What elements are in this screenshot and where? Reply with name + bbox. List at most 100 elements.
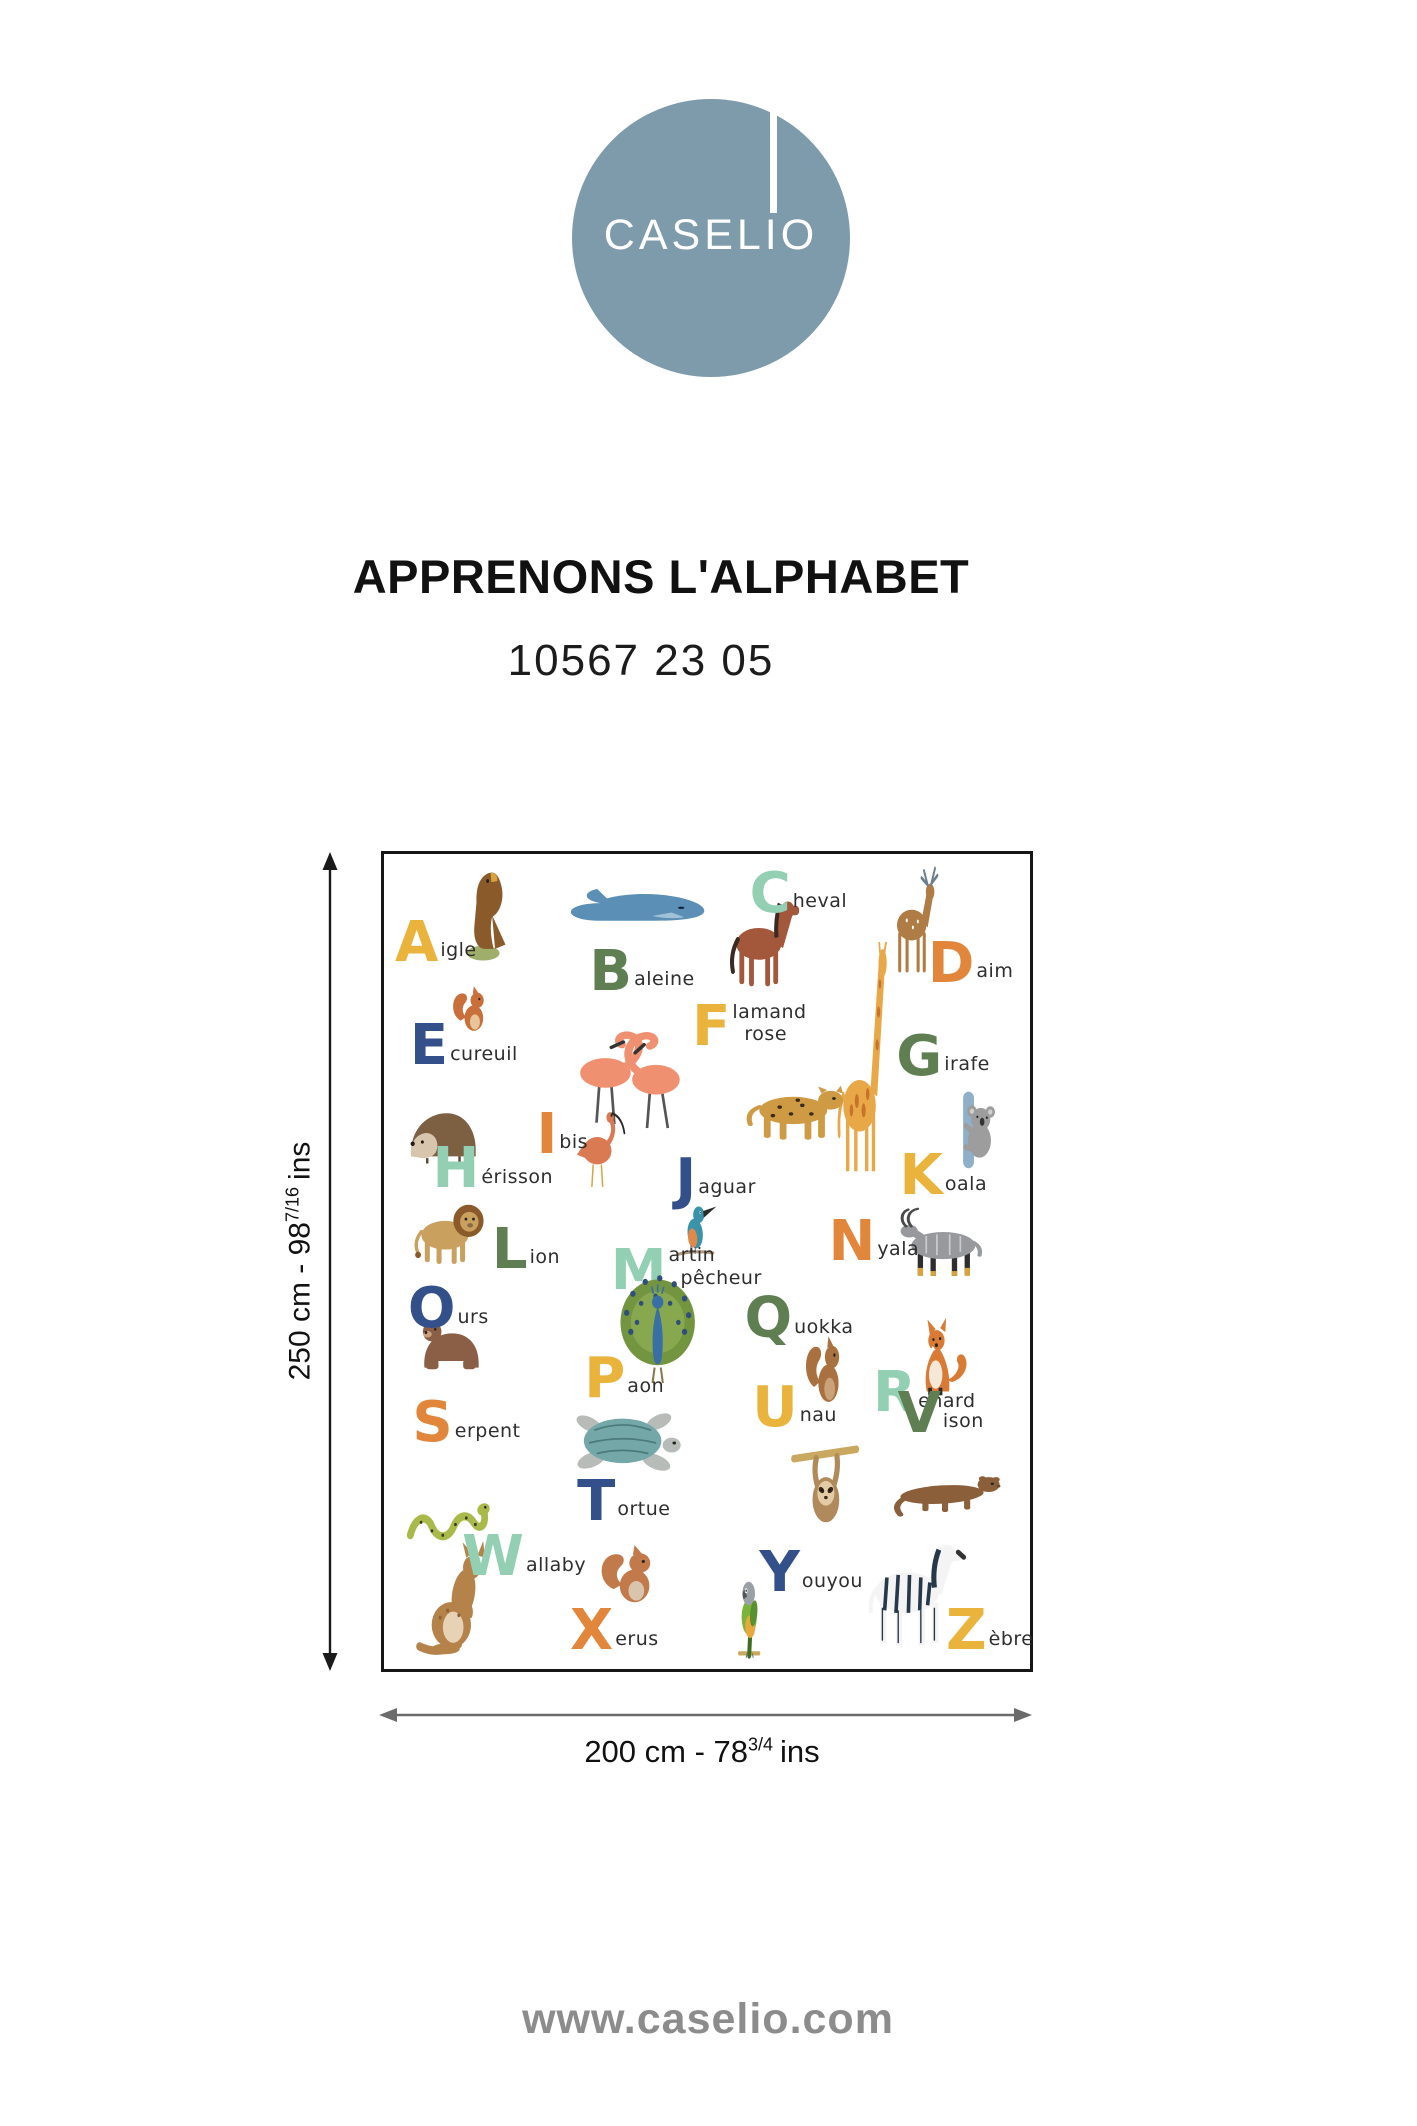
girafe-giraffe-illustration <box>827 942 895 1176</box>
daim-deer-illustration <box>881 866 942 984</box>
animal-name-tortue: ortue <box>617 1498 671 1521</box>
alphabet-letter-q: Q <box>744 1286 793 1352</box>
animal-name-ecureuil: cureuil <box>450 1042 518 1065</box>
ours-bear-illustration <box>412 1304 490 1386</box>
quokka-marsupial-illustration <box>794 1327 853 1421</box>
height-dimension-arrow-icon <box>322 852 338 1671</box>
youyou-parrot-illustration <box>724 1568 774 1663</box>
alphabet-letter-p: P <box>584 1345 626 1411</box>
animal-name-baleine: aleine <box>634 968 695 991</box>
unau-sloth-illustration <box>788 1433 862 1541</box>
alphabet-letter-i: I <box>536 1101 558 1167</box>
animal-name-z-bre: èbre <box>988 1627 1034 1650</box>
alphabet-letter-n: N <box>828 1208 876 1274</box>
animal-name-aigle: igle <box>440 939 477 962</box>
alphabet-letter-g: G <box>896 1023 943 1089</box>
baleine-whale-illustration <box>552 882 714 941</box>
alphabet-letter-z: Z <box>946 1598 987 1664</box>
renard-fox-illustration <box>903 1314 977 1409</box>
alphabet-letter-u: U <box>752 1374 798 1440</box>
animal-name-jaguar: aguar <box>698 1176 756 1199</box>
lion-cat-illustration <box>408 1185 492 1275</box>
koala-bear-illustration <box>936 1090 1004 1172</box>
alphabet-letter-h: H <box>432 1136 480 1202</box>
animal-name-vison: ison <box>942 1410 984 1433</box>
animal-name-martin-p-cheur: artin pêcheur <box>668 1244 762 1290</box>
alphabet-letter-r: R <box>873 1360 917 1426</box>
product-reference: 10567 23 05 <box>507 636 775 685</box>
page-title: APPRENONS L'ALPHABET <box>352 550 970 603</box>
width-fraction: 3/4 <box>748 1734 774 1755</box>
alphabet-letter-v: V <box>897 1380 941 1446</box>
xerus-ground-squirrel-illustration <box>584 1537 671 1619</box>
ibis-bird-illustration <box>562 1094 630 1192</box>
animal-name-koala: oala <box>944 1172 988 1195</box>
animal-name-cheval: heval <box>792 890 848 913</box>
wallaby-kangaroo-illustration <box>412 1541 506 1661</box>
caselio-logo: CASELIO <box>572 99 850 377</box>
brand-logo-text: CASELIO <box>603 211 819 259</box>
animal-name-wallaby: allaby <box>525 1553 587 1576</box>
vison-mink-illustration <box>888 1443 1011 1526</box>
serpent-snake-illustration <box>403 1447 493 1555</box>
alphabet-letter-o: O <box>407 1276 456 1342</box>
alphabet-letter-y: Y <box>759 1540 800 1606</box>
alphabet-letter-j: J <box>675 1146 697 1212</box>
aigle-eagle-illustration <box>449 862 523 968</box>
animal-name-ours: urs <box>457 1305 489 1328</box>
alphabet-letter-w: W <box>462 1524 524 1590</box>
flamand-rose-flamingo-illustration <box>546 999 695 1133</box>
alphabet-letter-l: L <box>491 1216 528 1282</box>
website-url: www.caselio.com <box>522 1995 894 2043</box>
animal-name-flamand-rose: lamand rose <box>732 1000 807 1046</box>
animal-name-daim: aim <box>976 960 1014 983</box>
alphabet-letter-t: T <box>577 1468 616 1534</box>
animal-name-ibis: bis <box>559 1131 589 1154</box>
animal-name-paon: aon <box>627 1375 665 1398</box>
nyala-antelope-illustration <box>890 1204 997 1284</box>
alphabet-letter-f: F <box>692 994 731 1060</box>
logo-i-ascender-bar <box>770 103 777 213</box>
animal-name-renard: enard <box>918 1389 976 1412</box>
jaguar-cat-illustration <box>739 1066 852 1152</box>
zebre-zebra-illustration <box>853 1532 967 1658</box>
animal-name-youyou: ouyou <box>801 1569 863 1592</box>
alphabet-letter-k: K <box>899 1143 943 1209</box>
alphabet-letter-a: A <box>394 909 439 975</box>
height-fraction: 7/16 <box>282 1186 303 1222</box>
animal-name-lion: ion <box>529 1246 561 1269</box>
animal-name-xerus: erus <box>615 1627 659 1650</box>
animal-name-girafe: irafe <box>944 1053 990 1076</box>
animal-name-unau: nau <box>799 1404 837 1427</box>
height-dimension-label: 250 cm - 987/16ins <box>282 1141 317 1381</box>
ecureuil-squirrel-illustration <box>442 980 497 1044</box>
alphabet-letter-e: E <box>409 1013 449 1079</box>
alphabet-letter-c: C <box>749 860 791 926</box>
